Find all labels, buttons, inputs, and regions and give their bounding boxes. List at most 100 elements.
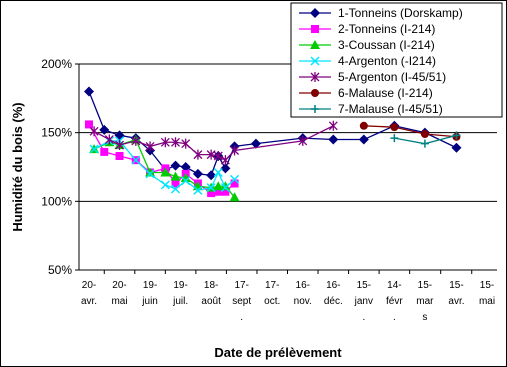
x-tick-label: 17- [265,280,279,291]
x-tick-label: . [393,312,396,323]
series-1-point [99,124,110,135]
series-7-point [452,131,461,140]
legend-label: 1-Tonneins (Dorskamp) [338,6,463,20]
series-4-point [131,155,141,165]
series-1-point [206,170,217,181]
x-tick-label: juil. [172,296,188,307]
x-tick-label: déc. [324,296,343,307]
x-tick-label: sept [232,296,251,307]
legend-label: 6-Malause (I-214) [338,86,433,100]
series-6-point [420,130,429,139]
series-5-point [171,137,180,148]
x-tick-label: . [240,312,243,323]
series-1-point [170,160,181,171]
series-3-point [213,181,224,191]
x-tick-label: s [422,312,427,323]
legend-marker [311,105,319,113]
y-tick-label: 100% [41,194,72,208]
series-5-point [213,151,223,162]
x-tick-label: 19- [143,280,157,291]
x-tick-label: oct. [264,296,280,307]
legend-label: 3-Coussan (I-214) [338,38,435,52]
x-tick-label: 16- [296,280,310,291]
series-1-point [84,86,94,97]
series-4-point [220,183,230,193]
legend-marker [310,8,320,18]
x-tick-label: 20- [82,280,96,291]
legend-box [290,2,503,118]
x-tick-label: 20- [112,280,126,291]
x-tick-label: juin [141,296,158,307]
legend-marker [310,56,320,66]
x-tick-label: 19- [173,280,187,291]
x-tick-label: 15- [449,280,463,291]
series-5-point [230,145,240,156]
x-tick-label: 16- [326,280,340,291]
x-tick-label: avr. [448,296,464,307]
series-1-point [451,142,462,153]
series-4-point [206,183,216,193]
x-tick-label: nov. [294,296,312,307]
series-4-point [213,167,223,178]
x-tick-label: 17- [234,280,248,291]
series-1-point [250,138,261,149]
series-6-point [390,123,399,132]
legend-label: 2-Tonneins (I-214) [338,22,435,36]
legend-marker [311,89,319,97]
x-tick-label: . [362,312,365,323]
y-tick-label: 150% [41,126,72,140]
x-tick-label: 18- [204,280,218,291]
x-tick-label: mar [416,296,434,307]
series-line-6 [363,125,457,138]
legend-marker [310,40,320,49]
series-1-point [220,163,231,174]
series-6-point [359,121,368,130]
legend-marker [311,25,319,33]
series-3-point [220,181,231,191]
series-1-point [114,130,125,141]
series-2-point [221,187,230,196]
series-2-point [115,152,124,161]
series-5-point [181,138,191,149]
series-2-point [85,120,93,129]
series-7-point [390,134,399,143]
series-3-point [170,171,181,181]
x-tick-label: janv [354,296,373,307]
series-2-point [171,179,180,188]
y-tick-label: 50% [48,263,72,277]
series-5-point [193,149,203,160]
series-4-point [230,174,240,184]
y-axis-title: Humidité du bois (%) [10,102,25,231]
series-1-point [192,168,203,179]
x-tick-label: 14- [387,280,401,291]
series-5-point [89,126,99,137]
series-4-point [181,176,191,186]
x-tick-label: févr [386,296,403,307]
series-5-point [115,140,124,151]
legend-label: 7-Malause (I-45/51) [338,102,443,116]
series-4-point [193,185,203,195]
series-5-point [220,155,230,166]
series-4-point [170,184,181,194]
series-1-point [358,134,369,145]
series-line-5 [93,125,334,161]
series-4-point [145,169,155,179]
series-3-point [160,167,171,177]
series-1-point [180,162,191,172]
x-axis-title: Date de prélèvement [214,345,342,360]
series-4-point [89,144,99,154]
x-tick-label: mai [479,296,495,307]
x-tick-label: 15- [418,280,432,291]
series-5-point [145,141,155,152]
series-2-point [207,189,216,198]
x-tick-label: 15- [480,280,494,291]
series-3-point [229,192,240,202]
legend-label: 4-Argenton (-I214) [338,54,436,68]
y-tick-label: 200% [41,57,72,71]
series-5-point [104,134,114,145]
series-7-point [420,139,429,148]
series-2-point [100,147,109,156]
x-tick-label: avr. [81,296,97,307]
series-2-point [230,179,239,188]
